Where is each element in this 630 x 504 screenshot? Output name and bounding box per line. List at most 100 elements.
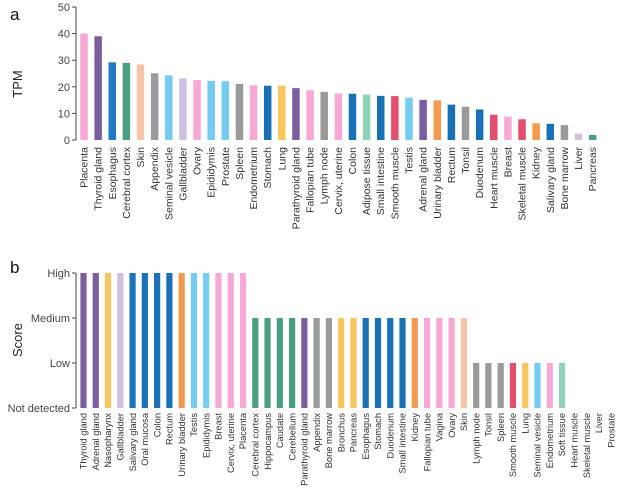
x-tick-label-a: Adrenal gland	[418, 147, 430, 212]
bar-b-stomach	[374, 318, 382, 408]
x-tick-label-b: Bone marrow	[324, 413, 334, 469]
bar-b-cervix-uterine	[227, 273, 234, 408]
y-tick-label-a: 40	[58, 29, 70, 41]
bar-b-smooth-muscle	[509, 363, 517, 408]
bar-a-adrenal-gland	[419, 99, 427, 140]
bar-a-thyroid-gland	[94, 36, 102, 141]
x-tick-label-a: Bone marrow	[559, 147, 571, 210]
bar-b-parathyroid-gland	[301, 318, 308, 408]
bar-a-salivary-gland	[546, 123, 555, 140]
x-tick-label-b: Endometrium	[545, 413, 555, 469]
x-tick-label-a: Endometrium	[248, 147, 260, 210]
x-tick-label-a: Seminal vesicle	[163, 147, 175, 220]
bar-a-spleen	[235, 83, 244, 140]
bar-a-cervix-uterine	[334, 93, 343, 140]
bar-a-adipose-tissue	[362, 94, 371, 140]
bar-a-esophagus	[108, 62, 117, 140]
x-tick-label-b: Small intestine	[398, 413, 408, 473]
y-tick-label-a: 30	[58, 55, 70, 67]
x-tick-label-a: Skin	[135, 147, 147, 168]
bar-a-prostate	[221, 81, 230, 140]
x-tick-label-b: Prostate	[606, 413, 616, 448]
x-tick-label-a: Colon	[347, 147, 359, 175]
bar-a-seminal-vesicle	[165, 75, 173, 140]
bar-b-breast	[215, 273, 222, 408]
x-tick-label-a: Testis	[403, 147, 415, 174]
x-tick-label-a: Salivary gland	[545, 147, 557, 213]
x-tick-label-b: Gallbladder	[116, 413, 126, 461]
y-tick-label-b: Not detected	[8, 403, 70, 415]
x-tick-label-a: Urinary bladder	[432, 147, 444, 219]
bar-a-stomach	[263, 85, 272, 140]
x-tick-label-b: Cerebellum	[287, 413, 297, 461]
bar-b-duodenum	[387, 318, 394, 408]
y-tick-label-b: High	[47, 268, 70, 280]
x-tick-label-a: Pancreas	[587, 147, 599, 191]
x-tick-label-b: Vagina	[435, 412, 445, 441]
x-tick-label-a: Ovary	[192, 146, 204, 175]
bar-b-thyroid-gland	[80, 273, 87, 408]
x-tick-label-b: Heart muscle	[570, 413, 580, 468]
bar-b-urinary-bladder	[178, 273, 185, 408]
x-tick-label-a: Tonsil	[460, 147, 472, 174]
bar-b-bronchus	[338, 318, 345, 408]
x-tick-label-b: Epididymis	[201, 413, 211, 458]
bar-b-kidney	[411, 318, 418, 408]
x-tick-label-b: Esophagus	[361, 413, 371, 460]
bar-b-endometrium	[546, 363, 553, 408]
bar-a-heart-muscle	[490, 114, 498, 140]
x-tick-label-a: Stomach	[262, 147, 274, 189]
bar-b-skin	[460, 318, 467, 408]
x-tick-label-a: Breast	[502, 147, 514, 177]
bar-b-nasopharynx	[104, 273, 112, 408]
x-tick-label-a: Rectum	[446, 147, 458, 183]
bar-a-small-intestine	[376, 95, 385, 140]
bar-b-caudate	[276, 318, 283, 408]
bar-b-hippocampus	[264, 318, 271, 408]
bar-b-gallbladder	[117, 273, 124, 408]
x-tick-label-b: Nasopharynx	[103, 413, 113, 468]
x-tick-label-b: Cerebral cortex	[250, 413, 260, 477]
y-tick-label-a: 0	[64, 135, 70, 147]
x-tick-label-a: Small intestine	[375, 147, 387, 215]
x-tick-label-a: Heart muscle	[488, 147, 500, 209]
x-tick-label-b: Caudate	[275, 413, 285, 448]
x-tick-label-b: Hippocampus	[263, 413, 273, 470]
x-tick-label-b: Parathyroid gland	[300, 413, 310, 486]
x-tick-label-a: Epididymis	[206, 147, 218, 198]
x-tick-label-b: Spleen	[496, 413, 506, 442]
x-tick-label-b: Skin	[459, 413, 469, 431]
y-tick-label-a: 20	[58, 82, 70, 94]
bar-b-adrenal-gland	[92, 273, 99, 408]
bar-a-ovary	[193, 80, 201, 140]
x-tick-label-b: Bronchus	[336, 413, 346, 453]
bar-a-urinary-bladder	[433, 100, 441, 140]
bar-b-oral-mucosa	[141, 273, 148, 408]
bar-b-small-intestine	[399, 318, 406, 408]
x-tick-label-a: Appendix	[149, 146, 161, 191]
bar-b-appendix	[313, 318, 320, 408]
bar-b-rectum	[166, 273, 173, 408]
y-axis-title-score: Score	[10, 323, 25, 357]
bar-a-parathyroid-gland	[292, 88, 300, 140]
bar-a-bone-marrow	[560, 125, 569, 140]
bar-a-cerebral-cortex	[122, 62, 131, 140]
x-tick-label-b: Breast	[214, 413, 224, 440]
bar-a-colon	[348, 93, 357, 140]
x-tick-label-b: Tonsil	[484, 413, 494, 437]
bar-a-testis	[405, 97, 413, 140]
bar-b-cerebellum	[288, 318, 296, 408]
x-tick-label-b: Skeletal muscle	[582, 413, 592, 478]
x-tick-label-b: Salivary gland	[128, 413, 138, 471]
bar-b-pancreas	[350, 318, 357, 408]
bar-b-lung	[522, 363, 529, 408]
bar-b-epididymis	[203, 273, 210, 408]
bar-b-seminal-vesicle	[534, 363, 541, 408]
bar-b-cerebral-cortex	[252, 318, 259, 408]
chart-panel-b: b Score Not detected Low Medium High Thyroi…	[8, 258, 617, 486]
bar-a-endometrium	[249, 85, 258, 140]
bar-b-spleen	[497, 363, 504, 408]
x-tick-label-b: Rectum	[165, 413, 175, 445]
bar-a-skeletal-muscle	[518, 119, 526, 140]
